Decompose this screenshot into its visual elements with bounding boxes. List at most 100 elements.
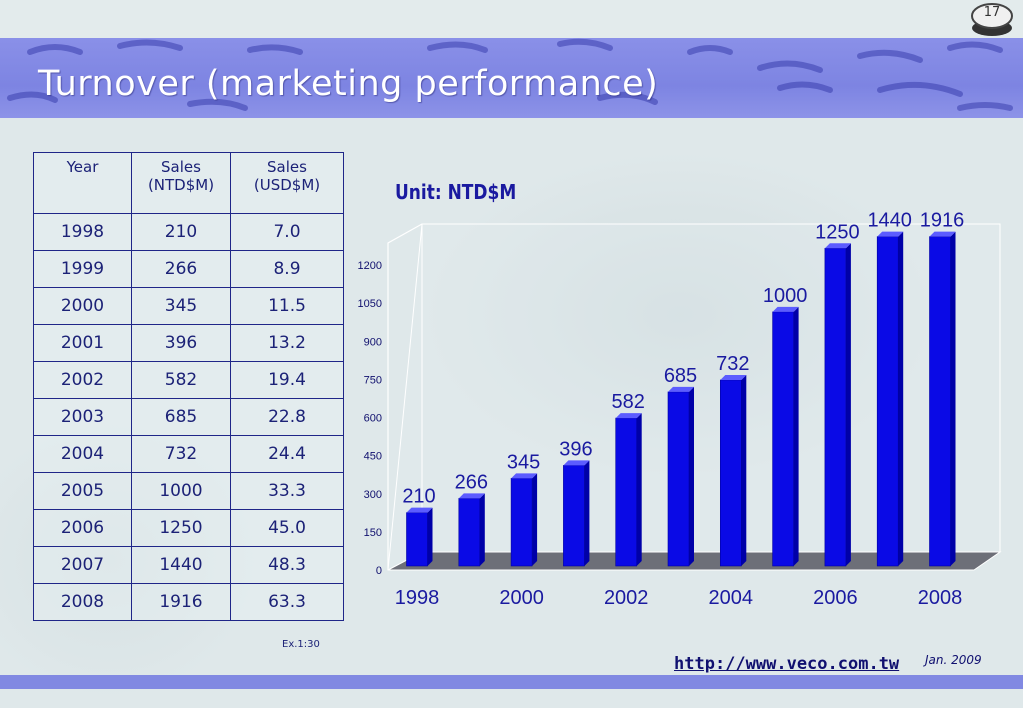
bar (458, 498, 481, 567)
bar-value-label: 1440 (867, 210, 912, 232)
footer-date: Jan. 2009 (925, 653, 982, 667)
table-cell: 1999 (33, 250, 132, 288)
bar-side (689, 386, 694, 566)
table-cell: 1250 (131, 509, 231, 547)
table-cell: 19.4 (230, 361, 344, 399)
bar-side (741, 374, 747, 566)
website-link[interactable]: http://www.veco.com.tw (674, 654, 900, 674)
header-text: Sales (161, 158, 201, 176)
table-cell: 210 (131, 213, 231, 251)
table-header-cell: Sales (NTD$M) (131, 152, 231, 214)
bar-value-label: 266 (455, 471, 488, 493)
table-cell: 2000 (33, 287, 132, 325)
bar-side (793, 306, 799, 566)
bar-top (511, 473, 538, 479)
bar-top (563, 460, 590, 466)
table-cell: 582 (131, 361, 231, 399)
header-text: (USD$M) (253, 176, 321, 194)
table-row: 2004 732 24.4 (33, 435, 344, 473)
page-number-badge: 17 (968, 2, 1016, 38)
table-cell: 7.0 (230, 213, 344, 251)
top-band (0, 0, 1023, 38)
table-row: 2007 1440 48.3 (33, 546, 344, 584)
bar-top (824, 243, 851, 249)
bar-value-label: 685 (664, 365, 697, 387)
bar-side (845, 243, 851, 566)
table-row: 1998 210 7.0 (33, 213, 344, 251)
bar (929, 236, 951, 567)
table-cell: 2006 (33, 509, 132, 547)
header-text: Year (66, 158, 99, 176)
sales-table: Year Sales (NTD$M) Sales (USD$M) 1998 210 7.… (33, 152, 344, 621)
table-row: 2008 1916 63.3 (33, 583, 344, 621)
header-text: Sales (267, 158, 307, 176)
table-cell: 732 (131, 435, 231, 473)
bar-value-label: 345 (507, 451, 540, 473)
x-tick-label: 2008 (918, 587, 963, 609)
table-cell: 22.8 (230, 398, 344, 436)
bar-top (458, 493, 485, 499)
table-cell: 2002 (33, 361, 132, 399)
bar (719, 379, 742, 567)
bar-value-label: 1000 (763, 285, 808, 307)
table-cell: 48.3 (230, 546, 344, 584)
bar-top (877, 231, 904, 237)
header-text: (NTD$M) (147, 176, 215, 194)
table-row: 1999 266 8.9 (33, 250, 344, 288)
table-row: 2002 582 19.4 (33, 361, 344, 399)
table-cell: 2008 (33, 583, 132, 621)
bar-value-label: 582 (612, 391, 645, 413)
bar-chart: 0 150 300 450 600 750 900 1050 1200 210 266 345 396 5… (358, 210, 1002, 609)
table-cell: 685 (131, 398, 231, 436)
page-number: 17 (983, 5, 1001, 20)
table-row: 2000 345 11.5 (33, 287, 344, 325)
table-header-cell: Year (33, 152, 132, 214)
chart-unit-label: Unit: NTD$M (395, 180, 517, 204)
bar-side (427, 507, 433, 566)
table-cell: 345 (131, 287, 231, 325)
title-band: Turnover (marketing performance) (0, 38, 1023, 118)
table-cell: 396 (131, 324, 231, 362)
bar-side (532, 473, 538, 566)
table-cell: 1998 (33, 213, 132, 251)
table-cell: 1440 (131, 546, 231, 584)
bar-top (720, 374, 747, 380)
chart-left-wall-edge (387, 223, 423, 570)
bar-value-label: 1250 (815, 221, 860, 243)
bar-value-label: 732 (716, 353, 749, 375)
y-tick-label: 450 (364, 451, 382, 463)
table-header-row: Year Sales (NTD$M) Sales (USD$M) (33, 152, 344, 214)
bar (406, 512, 428, 567)
y-tick-label: 0 (376, 565, 382, 577)
bar (667, 391, 690, 567)
bar (772, 311, 794, 567)
page-title: Turnover (marketing performance) (38, 64, 659, 104)
x-tick-label: 2002 (604, 587, 649, 609)
title-band-decoration (7, 38, 1013, 111)
bar-side (479, 493, 485, 566)
bar (824, 247, 847, 567)
exchange-rate-note: Ex.1:30 (282, 639, 320, 650)
bar-value-label: 1916 (920, 210, 965, 232)
table-cell: 2004 (33, 435, 132, 473)
bar-value-label: 396 (559, 438, 592, 460)
table-cell: 24.4 (230, 435, 344, 473)
badge-icon (971, 3, 1013, 36)
table-row: 2006 1250 45.0 (33, 509, 344, 547)
bar-top (615, 413, 642, 419)
bar-side (950, 231, 956, 566)
table-cell: 63.3 (230, 583, 344, 621)
bar-top (406, 507, 433, 513)
table-cell: 2001 (33, 324, 132, 362)
table-header-cell: Sales (USD$M) (230, 152, 344, 214)
y-tick-label: 150 (364, 527, 382, 539)
table-row: 2005 1000 33.3 (33, 472, 344, 510)
bar (876, 236, 899, 567)
bar (510, 478, 533, 567)
table-cell: 2005 (33, 472, 132, 510)
y-tick-label: 1200 (358, 260, 382, 272)
bar (615, 417, 638, 567)
bar-side (898, 231, 904, 566)
table-cell: 33.3 (230, 472, 344, 510)
table-cell: 2007 (33, 546, 132, 584)
